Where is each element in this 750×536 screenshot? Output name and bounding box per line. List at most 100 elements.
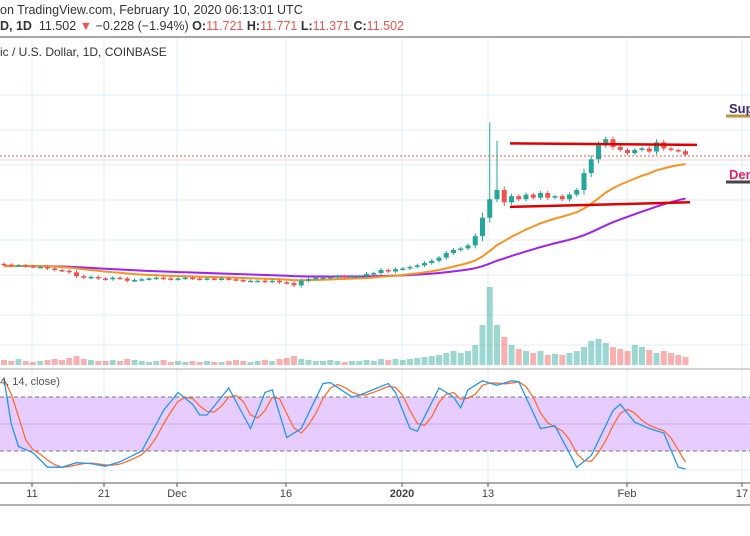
volume-bar [283,358,290,365]
candle-body [451,250,456,254]
high-label: H: [246,19,261,33]
candle-body [683,151,688,155]
volume-bar [1,360,7,365]
candle-body [436,257,442,261]
volume-bar [196,362,203,365]
volume-bar [298,359,305,365]
candle-body [8,264,14,267]
candle-body [545,193,551,198]
volume-bar [682,357,689,365]
resistance-line[interactable] [509,142,698,147]
candle-body [45,266,50,269]
volume-bar [218,362,225,365]
candle-body [342,276,348,278]
open-label: O: [192,19,207,33]
candle-body [211,278,217,280]
volume-bar [211,362,218,365]
candle-body [175,278,181,280]
volume-bar [95,361,102,365]
candle-body [74,272,79,277]
candle-body [291,283,297,286]
volume-bar [131,360,138,365]
volume-bar [465,351,471,365]
tick-label: 17 [736,488,748,500]
candle-body [139,279,145,281]
volume-bar [515,349,522,365]
down-arrow-icon: ▼ [79,19,93,33]
candle-body [262,280,268,283]
candle-body [400,268,406,270]
volume-bar [334,361,341,365]
volume-bar [624,351,631,365]
volume-bar [189,361,196,365]
candle-body [240,280,246,282]
candle-body [675,150,681,152]
volume-bar [363,360,370,365]
volume-bar [544,355,551,365]
candle-body [625,150,630,154]
volume-bar [327,360,334,365]
candle-body [567,194,572,200]
candle-body [414,265,420,267]
candle-body [335,276,340,278]
volume-bar [508,345,515,365]
candle-body [95,276,101,279]
volume-bar [610,347,616,365]
volume-bar [450,351,457,365]
volume-bar [530,353,537,365]
low-label: L: [300,19,313,33]
volume-bar [204,361,210,365]
candle-body [16,265,21,267]
volume-bar [341,362,348,365]
volume-bar [399,360,406,365]
last-price: 11.502 [38,19,77,33]
candle-body [385,270,391,272]
volume-bar [160,360,167,365]
candle-body [364,273,369,277]
volume-bar [501,337,508,365]
candle-body [480,217,485,237]
candle-body [574,190,580,195]
candle-body [581,173,587,190]
candle-body [197,278,203,280]
volume-bar [392,359,399,365]
volume-bar [291,356,297,365]
volume-bar [175,361,181,365]
candle-body [552,196,558,198]
volume-bar [559,355,566,365]
volume-bar [262,360,268,365]
candle-body [320,277,326,280]
tick-label: Dec [167,488,187,500]
volume-bar [225,361,232,365]
volume-bar [153,361,160,365]
tick-label: 13 [482,488,494,500]
candle-body [443,253,449,258]
candle-body [654,142,659,152]
candle-body [226,278,232,280]
volume-bar [233,360,239,365]
candle-body [103,278,108,280]
volume-bar [552,354,558,365]
tick-label: 21 [98,488,110,500]
support-line[interactable] [509,201,691,209]
candle-body [190,277,195,280]
volume-bar [588,341,595,365]
volume-bar [421,357,428,365]
volume-bar [312,361,319,365]
stoch-k-line [3,378,686,470]
volume-bar [407,359,413,365]
chart-subtitle: ic / U.S. Dollar, 1D, COINBASE [0,45,167,59]
candle-body [617,146,623,150]
volume-bar [80,359,87,365]
volume-bar [653,353,660,365]
high-value: 11.771 [260,19,298,33]
volume-bar [182,362,189,365]
candle-body [1,263,7,266]
stoch-d-line [3,378,687,468]
volume-bar [443,353,450,365]
candle-body [588,159,594,174]
candle-body [349,276,355,278]
volume-bar [668,353,674,365]
candle-body [501,190,507,203]
